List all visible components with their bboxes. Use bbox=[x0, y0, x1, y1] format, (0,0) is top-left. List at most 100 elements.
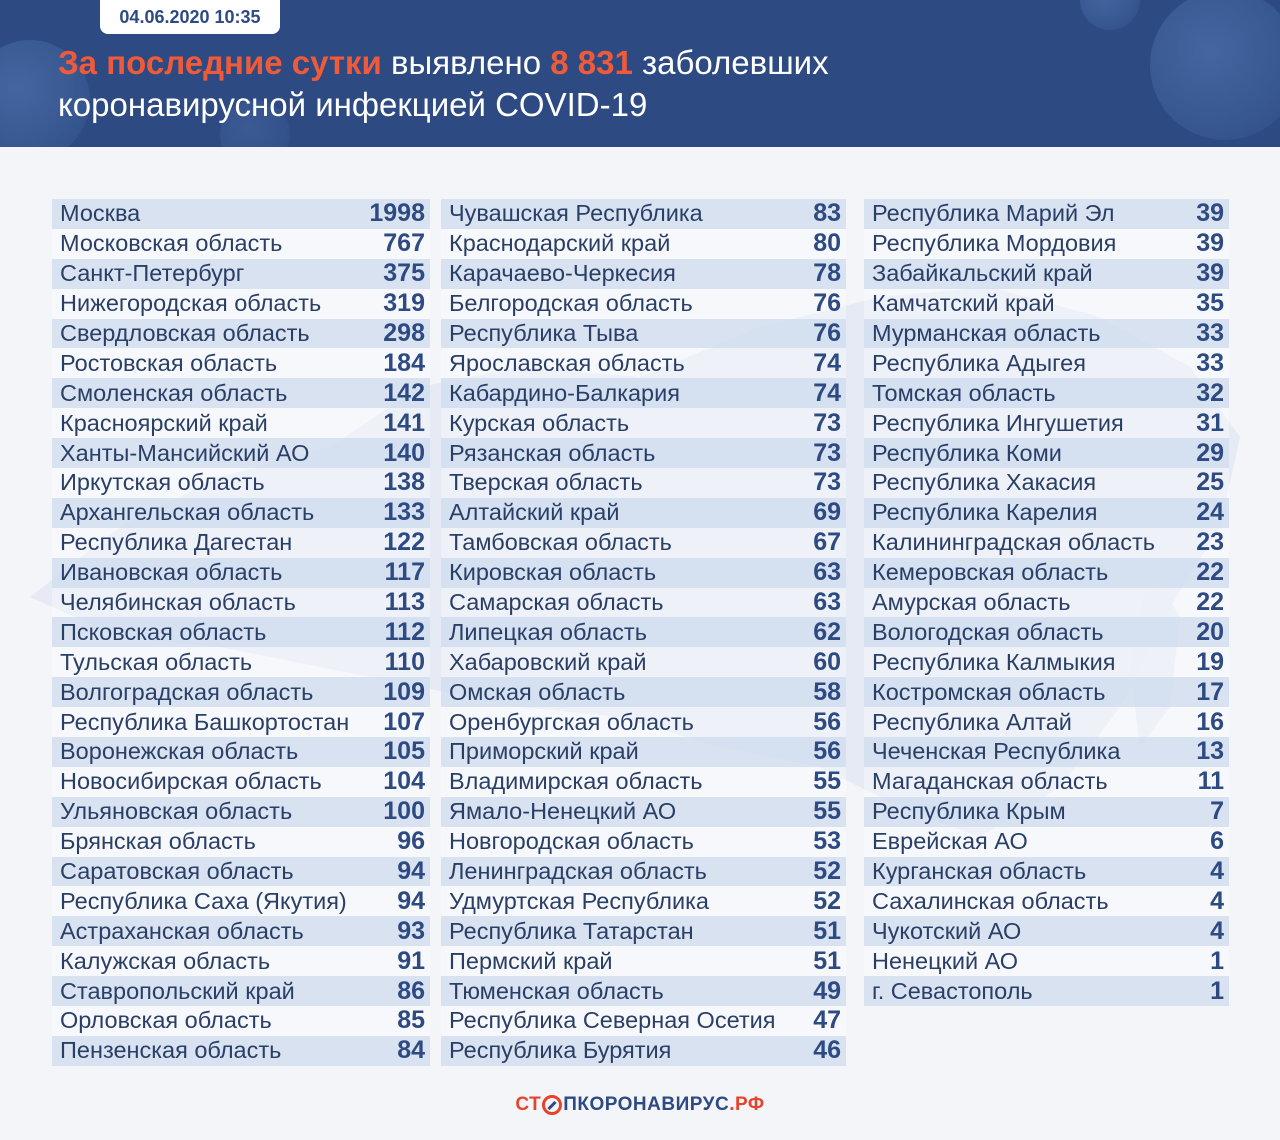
region-name: Камчатский край bbox=[872, 290, 1055, 317]
region-name: Ненецкий АО bbox=[872, 947, 1019, 974]
region-name: Кемеровская область bbox=[872, 559, 1109, 586]
region-name: Красноярский край bbox=[60, 409, 268, 436]
region-name: Калининградская область bbox=[872, 529, 1155, 556]
case-count: 49 bbox=[813, 976, 841, 1005]
table-row: Самарская область 63 bbox=[441, 587, 846, 618]
region-name: Нижегородская область bbox=[60, 290, 322, 317]
region-name: Москва bbox=[60, 200, 141, 227]
table-row: Ненецкий АО 1 bbox=[864, 946, 1229, 977]
case-count: 31 bbox=[1196, 408, 1224, 437]
region-name: Краснодарский край bbox=[449, 230, 671, 257]
region-name: Чеченская Республика bbox=[872, 738, 1121, 765]
table-row: Брянская область 96 bbox=[52, 826, 430, 857]
case-count: 83 bbox=[813, 199, 841, 228]
region-name: Алтайский край bbox=[449, 499, 620, 526]
region-name: Новосибирская область bbox=[60, 768, 322, 795]
case-count: 52 bbox=[813, 857, 841, 886]
table-row: Орловская область 85 bbox=[52, 1006, 430, 1036]
table-row: Омская область 58 bbox=[441, 677, 846, 708]
virus-decoration-icon bbox=[1150, 0, 1280, 140]
case-count: 23 bbox=[1196, 528, 1224, 557]
table-row: Волгоградская область 109 bbox=[52, 677, 430, 708]
region-name: Калужская область bbox=[60, 947, 271, 974]
region-name: Волгоградская область bbox=[60, 678, 314, 705]
region-name: Республика Алтай bbox=[872, 708, 1072, 735]
region-name: Пензенская область bbox=[60, 1037, 282, 1064]
table-row: Астраханская область 93 bbox=[52, 916, 430, 947]
case-count: 39 bbox=[1196, 229, 1224, 258]
table-row: Ханты-Мансийский АО 140 bbox=[52, 438, 430, 469]
table-column-1: Москва 1998 Московская область 767 Санкт-Пет… bbox=[52, 199, 430, 1066]
case-count: 94 bbox=[397, 857, 425, 886]
case-count: 298 bbox=[383, 319, 425, 347]
region-name: Амурская область bbox=[872, 589, 1071, 616]
case-count: 17 bbox=[1196, 677, 1224, 706]
table-row: Смоленская область 142 bbox=[52, 378, 430, 409]
region-name: Иркутская область bbox=[60, 469, 265, 496]
table-row: Новгородская область 53 bbox=[441, 826, 846, 857]
case-count: 13 bbox=[1196, 737, 1224, 766]
table-row: Калининградская область 23 bbox=[864, 527, 1229, 558]
logo-text: ПКОРОНАВИРУС bbox=[563, 1094, 730, 1115]
region-name: Оренбургская область bbox=[449, 708, 694, 735]
case-count: 73 bbox=[813, 468, 841, 497]
case-count: 319 bbox=[383, 289, 425, 318]
region-name: Ярославская область bbox=[449, 349, 685, 376]
case-count: 4 bbox=[1210, 886, 1224, 915]
case-count: 76 bbox=[813, 319, 841, 347]
region-name: Псковская область bbox=[60, 618, 267, 645]
table-row: Кемеровская область 22 bbox=[864, 557, 1229, 588]
region-name: Республика Крым bbox=[872, 798, 1066, 825]
region-name: Саратовская область bbox=[60, 858, 294, 885]
table-row: Воронежская область 105 bbox=[52, 737, 430, 767]
case-count: 33 bbox=[1196, 319, 1224, 347]
case-count: 62 bbox=[813, 617, 841, 646]
case-count: 138 bbox=[383, 468, 425, 497]
region-name: Республика Бурятия bbox=[449, 1037, 672, 1064]
case-count: 55 bbox=[813, 797, 841, 826]
region-name: Кабардино-Балкария bbox=[449, 379, 680, 406]
table-row: Кабардино-Балкария 74 bbox=[441, 378, 846, 409]
virus-decoration-icon bbox=[1080, 0, 1140, 30]
case-count: 55 bbox=[813, 767, 841, 796]
region-name: Сахалинская область bbox=[872, 887, 1109, 914]
table-row: Тверская область 73 bbox=[441, 468, 846, 498]
case-count: 4 bbox=[1210, 857, 1224, 886]
region-name: Республика Ингушетия bbox=[872, 409, 1124, 436]
table-row: Чеченская Республика 13 bbox=[864, 737, 1229, 767]
case-count: 184 bbox=[383, 348, 425, 377]
region-name: Еврейская АО bbox=[872, 828, 1028, 855]
case-count: 16 bbox=[1196, 707, 1224, 736]
region-name: Республика Коми bbox=[872, 439, 1062, 466]
case-count: 69 bbox=[813, 498, 841, 527]
table-row: Санкт-Петербург 375 bbox=[52, 258, 430, 289]
table-row: Пермский край 51 bbox=[441, 946, 846, 977]
case-count: 73 bbox=[813, 438, 841, 467]
table-row: Оренбургская область 56 bbox=[441, 707, 846, 738]
table-row: Республика Алтай 16 bbox=[864, 707, 1229, 738]
case-count: 113 bbox=[384, 588, 425, 617]
region-name: Республика Мордовия bbox=[872, 230, 1117, 257]
case-count: 35 bbox=[1196, 289, 1224, 318]
table-row: Республика Мордовия 39 bbox=[864, 228, 1229, 259]
region-name: Ханты-Мансийский АО bbox=[60, 439, 310, 466]
case-count: 22 bbox=[1196, 588, 1224, 617]
table-column-2: Чувашская Республика 83 Краснодарский край… bbox=[441, 199, 846, 1066]
case-count: 94 bbox=[397, 886, 425, 915]
case-count: 58 bbox=[813, 677, 841, 706]
case-count: 56 bbox=[813, 707, 841, 736]
region-name: Чувашская Республика bbox=[449, 200, 703, 227]
table-row: Новосибирская область 104 bbox=[52, 766, 430, 797]
table-row: Чувашская Республика 83 bbox=[441, 199, 846, 229]
region-name: Курганская область bbox=[872, 858, 1087, 885]
region-name: Омская область bbox=[449, 678, 626, 705]
case-count: 112 bbox=[384, 617, 425, 646]
table-row: Тульская область 110 bbox=[52, 647, 430, 678]
case-count: 20 bbox=[1196, 617, 1224, 646]
region-name: Республика Северная Осетия bbox=[449, 1007, 776, 1034]
headline-line-2: коронавирусной инфекцией COVID-19 bbox=[58, 86, 648, 123]
region-name: Самарская область bbox=[449, 589, 664, 616]
case-count: 29 bbox=[1196, 438, 1224, 467]
table-row: Свердловская область 298 bbox=[52, 318, 430, 349]
region-name: Республика Тыва bbox=[449, 320, 639, 346]
